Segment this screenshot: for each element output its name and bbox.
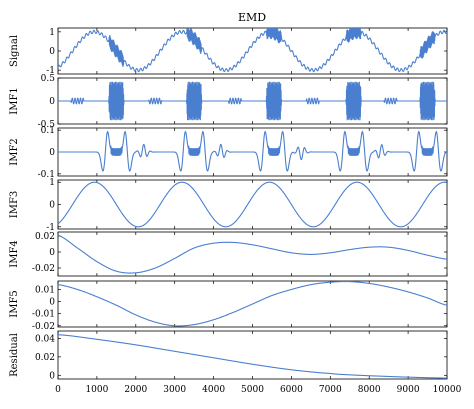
x-tick-label: 6000 — [280, 385, 303, 395]
y-tick-label: 0 — [49, 248, 55, 258]
panel-frame — [57, 231, 448, 277]
panel-residual: 0.04 0.02 0 Residual — [9, 330, 448, 381]
y-tick-label: -1 — [46, 223, 55, 233]
panels: 1 0 -1 Signal 0.5 0 -0.5 IMF1 0.1 0 -0.1 IMF2 1 0 -1 IM… — [9, 27, 448, 381]
y-axis-label: IMF4 — [9, 240, 20, 268]
y-tick-label: 1 — [49, 28, 55, 38]
panel-signal: 1 0 -1 Signal — [9, 27, 448, 76]
x-tick-label: 0 — [55, 385, 61, 395]
panel-imf4: 0.02 0 -0.02 IMF4 — [9, 231, 448, 277]
y-axis-label: IMF2 — [9, 138, 20, 166]
series-line-imf3 — [58, 181, 447, 228]
y-tick-label: -0.1 — [38, 170, 55, 180]
y-axis-label: IMF1 — [9, 87, 20, 115]
y-tick-label: 0.1 — [41, 126, 55, 136]
y-tick-label: 0 — [49, 47, 55, 57]
y-tick-label: 0 — [49, 371, 55, 381]
series-line-imf4 — [58, 234, 447, 274]
x-tick-label: 4000 — [202, 385, 225, 395]
series-line-imf1 — [58, 81, 447, 121]
series-line-imf2 — [58, 130, 447, 172]
y-tick-label: 0 — [49, 148, 55, 158]
series-line-residual — [58, 334, 447, 379]
y-tick-label: 0.02 — [35, 232, 55, 242]
y-tick-label: -1 — [46, 66, 55, 76]
y-axis-label: IMF3 — [9, 191, 20, 219]
y-tick-label: 0.01 — [35, 285, 55, 295]
panel-imf1: 0.5 0 -0.5 IMF1 — [9, 74, 448, 130]
x-tick-label: 10000 — [433, 385, 462, 395]
panel-imf2: 0.1 0 -0.1 IMF2 — [9, 126, 448, 180]
chart-title: EMD — [238, 11, 266, 24]
x-tick-label: 9000 — [397, 385, 420, 395]
panel-imf3: 1 0 -1 IMF3 — [9, 178, 448, 233]
x-tick-label: 1000 — [85, 385, 108, 395]
x-axis: 0 1000 2000 3000 4000 5000 6000 7000 8000 9000 100… — [55, 385, 461, 395]
y-tick-label: 0.04 — [35, 334, 55, 344]
y-axis-label: Signal — [9, 35, 20, 67]
y-tick-label: 0.5 — [41, 74, 56, 84]
x-tick-label: 5000 — [241, 385, 264, 395]
y-axis-label: Residual — [9, 333, 20, 377]
y-tick-label: -0.02 — [32, 322, 55, 332]
y-tick-label: -0.5 — [38, 120, 56, 130]
y-tick-label: -0.02 — [32, 264, 55, 274]
y-tick-label: 0.02 — [35, 353, 55, 363]
y-tick-label: 0 — [49, 97, 55, 107]
y-tick-label: -0.01 — [32, 310, 55, 320]
x-tick-label: 8000 — [358, 385, 381, 395]
x-tick-label: 2000 — [124, 385, 147, 395]
x-tick-label: 3000 — [163, 385, 186, 395]
panel-frame — [57, 330, 448, 380]
y-tick-label: 1 — [49, 178, 55, 188]
y-tick-label: 0 — [49, 201, 55, 211]
series-line-signal — [58, 28, 447, 73]
panel-imf5: 0.01 0 -0.01 -0.02 IMF5 — [9, 280, 448, 332]
x-tick-label: 7000 — [319, 385, 342, 395]
series-line-imf5 — [58, 281, 447, 327]
y-tick-label: 0 — [49, 298, 55, 308]
y-axis-label: IMF5 — [9, 290, 20, 318]
